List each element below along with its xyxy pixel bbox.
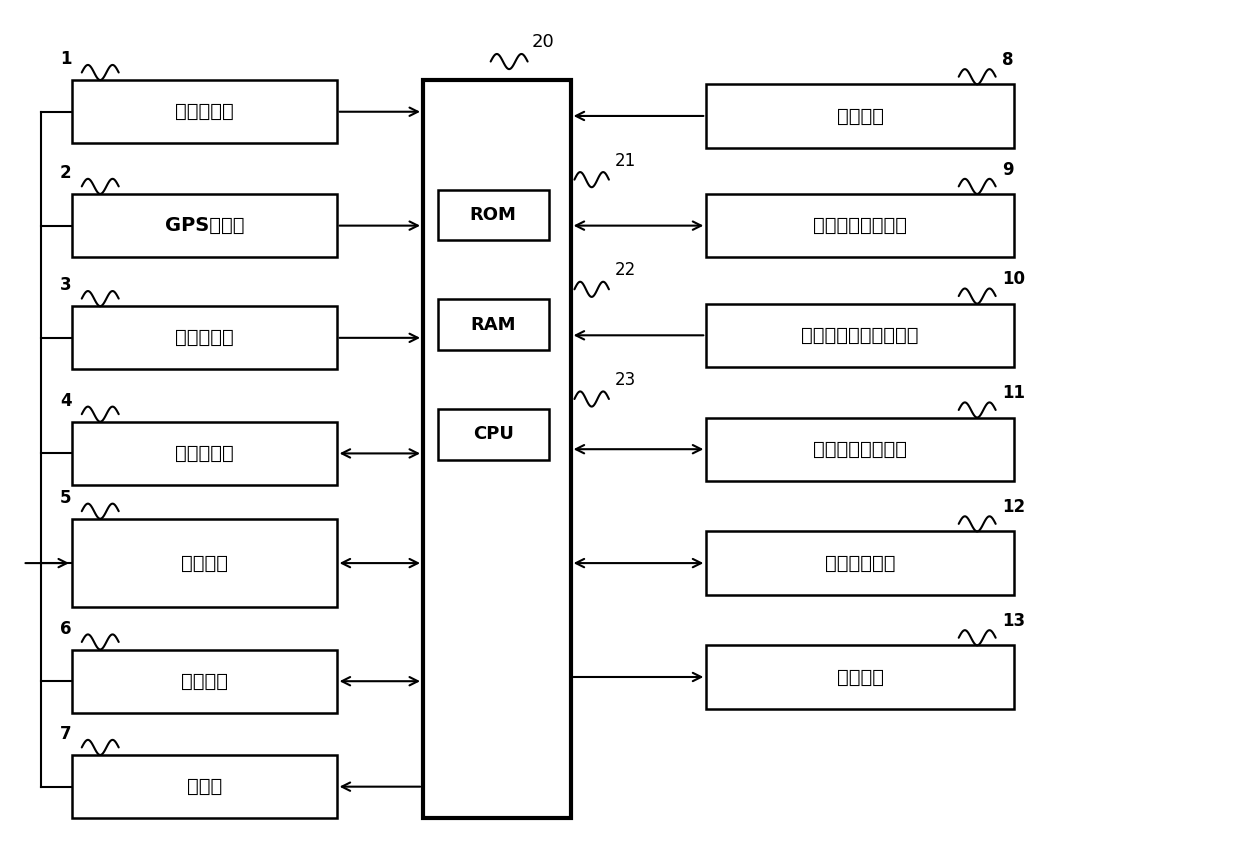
Text: 区域信息存储装置: 区域信息存储装置 (813, 216, 908, 235)
Text: 22: 22 (615, 262, 636, 279)
Bar (707, 194, 1014, 257)
Text: RAM: RAM (470, 316, 516, 334)
Bar (707, 84, 1014, 147)
Text: 20: 20 (531, 33, 554, 51)
Text: 致动器: 致动器 (187, 777, 222, 796)
Bar (72, 649, 337, 713)
Bar (707, 532, 1014, 595)
Text: CPU: CPU (472, 425, 513, 443)
Text: 1: 1 (60, 50, 72, 68)
Text: 区域状况获取装置: 区域状况获取装置 (813, 440, 908, 458)
Text: 12: 12 (1002, 498, 1025, 516)
Text: 存储装置: 存储装置 (181, 671, 228, 691)
Text: 外部传感器: 外部传感器 (175, 102, 233, 121)
Text: 5: 5 (60, 489, 72, 507)
Text: 21: 21 (615, 152, 636, 170)
Text: ROM: ROM (470, 206, 517, 224)
Text: GPS接收器: GPS接收器 (165, 216, 244, 235)
Text: 10: 10 (1002, 270, 1024, 289)
Text: 通知装置: 通知装置 (837, 667, 884, 687)
Text: 11: 11 (1002, 384, 1024, 402)
Bar (72, 80, 337, 143)
Text: 行驶记录装置: 行驶记录装置 (825, 554, 895, 573)
Text: 4: 4 (60, 392, 72, 410)
Text: 2: 2 (60, 164, 72, 182)
Text: 7: 7 (60, 725, 72, 743)
Text: 地图数据库: 地图数据库 (175, 444, 233, 463)
Bar (707, 303, 1014, 367)
Text: 3: 3 (60, 276, 72, 295)
Text: 内部传感器: 内部传感器 (175, 328, 233, 348)
Bar (438, 190, 548, 240)
Bar (72, 755, 337, 818)
Text: 23: 23 (615, 371, 636, 389)
Text: 6: 6 (60, 619, 72, 638)
Bar (438, 409, 548, 460)
Text: 驾驶员状态量获取装置: 驾驶员状态量获取装置 (801, 325, 919, 345)
Bar (72, 306, 337, 370)
Bar (707, 417, 1014, 481)
Bar (707, 645, 1014, 709)
Bar (72, 422, 337, 485)
Bar (72, 194, 337, 257)
Text: 操作装置: 操作装置 (837, 106, 884, 125)
Text: 导航系统: 导航系统 (181, 554, 228, 573)
Bar (72, 519, 337, 607)
Bar (438, 299, 548, 350)
Text: 8: 8 (1002, 51, 1013, 69)
Bar (423, 80, 570, 818)
Text: 13: 13 (1002, 613, 1025, 630)
Text: 9: 9 (1002, 161, 1013, 179)
